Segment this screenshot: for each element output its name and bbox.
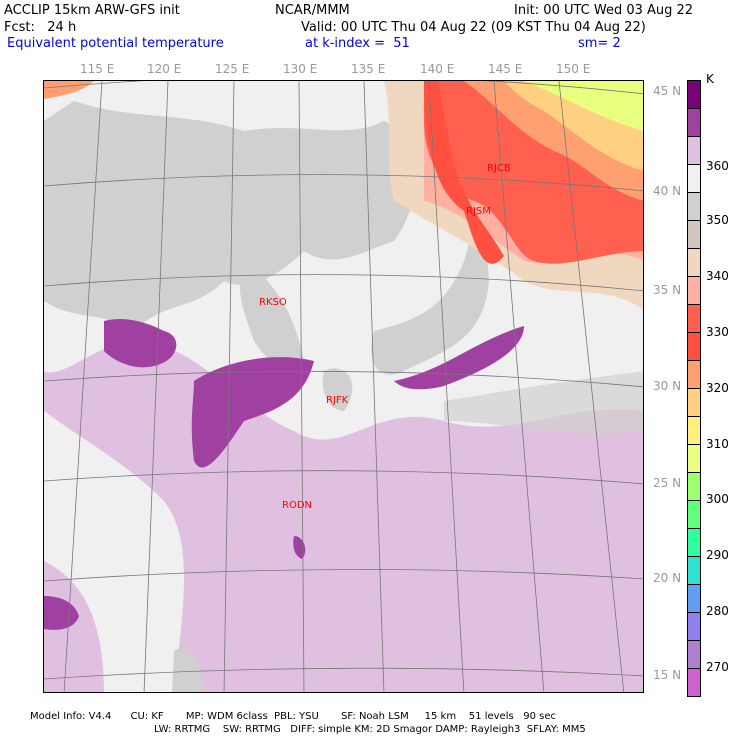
- lon-label: 135 E: [351, 62, 386, 76]
- model-title: ACCLIP 15km ARW-GFS init: [4, 3, 180, 18]
- colorbar: [687, 80, 701, 697]
- model-info-line2: LW: RRTMG SW: RRTMG DIFF: simple KM: 2D …: [154, 724, 586, 735]
- colorbar-unit: K: [706, 72, 714, 86]
- colorbar-label: 290: [706, 548, 729, 562]
- colorbar-segment: [688, 473, 700, 501]
- forecast-hour: Fcst: 24 h: [4, 20, 77, 35]
- lon-label: 145 E: [488, 62, 523, 76]
- field-name: Equivalent potential temperature: [7, 36, 224, 51]
- colorbar-segment: [688, 529, 700, 557]
- colorbar-segment: [688, 333, 700, 361]
- station-label: RJFK: [326, 395, 349, 406]
- station-label: RKSO: [259, 297, 287, 308]
- lat-label: 20 N: [653, 571, 682, 585]
- colorbar-segment: [688, 557, 700, 585]
- colorbar-segment: [688, 305, 700, 333]
- organization: NCAR/MMM: [275, 3, 350, 18]
- lon-label: 140 E: [420, 62, 455, 76]
- lat-label: 30 N: [653, 379, 682, 393]
- colorbar-segment: [688, 221, 700, 249]
- colorbar-segment: [688, 137, 700, 165]
- station-label: RODN: [282, 500, 312, 511]
- lat-label: 35 N: [653, 283, 682, 297]
- theta-e-field: [44, 81, 643, 692]
- colorbar-label: 270: [706, 660, 729, 674]
- lon-label: 120 E: [147, 62, 182, 76]
- colorbar-segment: [688, 669, 700, 696]
- lon-label: 125 E: [215, 62, 250, 76]
- colorbar-label: 330: [706, 325, 729, 339]
- colorbar-segment: [688, 165, 700, 193]
- colorbar-segment: [688, 249, 700, 277]
- valid-time: Valid: 00 UTC Thu 04 Aug 22 (09 KST Thu …: [301, 20, 646, 35]
- colorbar-label: 360: [706, 159, 729, 173]
- colorbar-segment: [688, 361, 700, 389]
- lat-label: 45 N: [653, 84, 682, 98]
- colorbar-segment: [688, 81, 700, 109]
- colorbar-segment: [688, 389, 700, 417]
- station-label: RJSM: [466, 206, 491, 217]
- lat-label: 25 N: [653, 476, 682, 490]
- lon-label: 150 E: [556, 62, 591, 76]
- colorbar-label: 350: [706, 213, 729, 227]
- map-panel: RJCB RJSM RKSO RJFK RODN: [43, 80, 644, 693]
- colorbar-segment: [688, 109, 700, 137]
- colorbar-segment: [688, 417, 700, 445]
- lon-label: 115 E: [80, 62, 115, 76]
- colorbar-label: 310: [706, 437, 729, 451]
- colorbar-segment: [688, 641, 700, 669]
- colorbar-segment: [688, 613, 700, 641]
- colorbar-segment: [688, 585, 700, 613]
- colorbar-segment: [688, 277, 700, 305]
- model-info-line1: Model Info: V4.4 CU: KF MP: WDM 6class P…: [30, 711, 556, 722]
- colorbar-label: 320: [706, 381, 729, 395]
- colorbar-label: 340: [706, 269, 729, 283]
- lat-label: 40 N: [653, 184, 682, 198]
- init-time: Init: 00 UTC Wed 03 Aug 22: [514, 3, 694, 18]
- colorbar-label: 280: [706, 604, 729, 618]
- colorbar-segment: [688, 445, 700, 473]
- lat-label: 15 N: [653, 668, 682, 682]
- station-label: RJCB: [487, 163, 511, 174]
- colorbar-label: 300: [706, 492, 729, 506]
- smoothing: sm= 2: [578, 36, 621, 51]
- level-index: at k-index = 51: [305, 36, 410, 51]
- lon-label: 130 E: [283, 62, 318, 76]
- colorbar-segment: [688, 193, 700, 221]
- colorbar-segment: [688, 501, 700, 529]
